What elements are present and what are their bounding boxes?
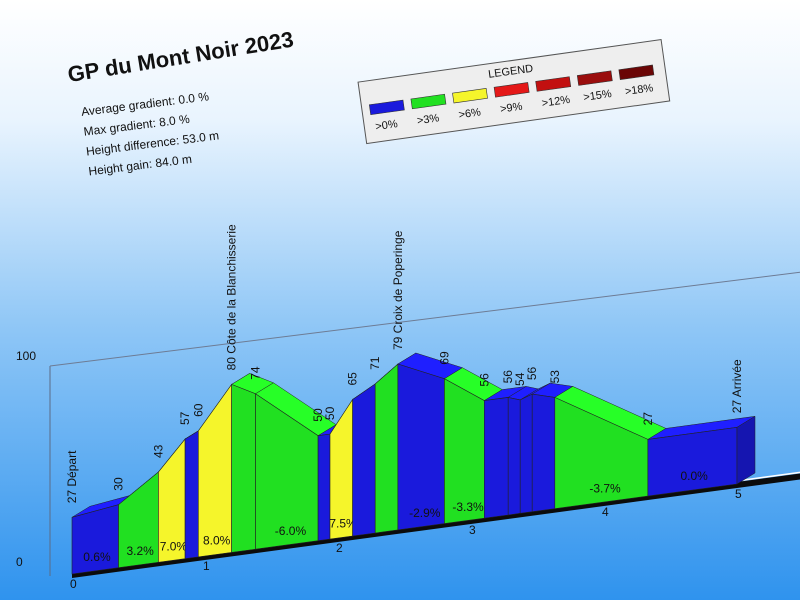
segment-gradient-label: 0.6% — [83, 550, 111, 564]
legend-label: >12% — [541, 94, 571, 110]
segment-gradient-label: 3.2% — [127, 544, 155, 558]
y-tick-label: 100 — [16, 349, 36, 363]
segment-front-face — [231, 383, 256, 553]
legend-swatch — [618, 64, 655, 80]
legend-swatch — [452, 88, 488, 104]
point-label: 71 — [368, 356, 382, 370]
segment-gradient-label: 8.0% — [203, 534, 231, 548]
point-label: 54 — [513, 372, 527, 386]
point-label: 50 — [311, 408, 325, 422]
legend-swatch — [410, 93, 447, 110]
segment-gradient-label: -2.9% — [409, 506, 441, 520]
legend-label: >3% — [416, 112, 440, 127]
x-tick-label: 1 — [203, 559, 210, 573]
segment-front-face — [519, 393, 533, 514]
legend-label: >6% — [458, 106, 482, 121]
segment-front-face — [317, 433, 331, 542]
x-tick-label: 2 — [336, 541, 343, 555]
segment-front-face — [531, 393, 556, 513]
point-label: 80 Côte de la Blanchisserie — [225, 224, 239, 370]
point-label: 74 — [249, 366, 263, 380]
point-label: 27 — [641, 412, 655, 426]
segment-end-cap — [736, 415, 756, 485]
segment-front-face — [184, 430, 199, 560]
segment-gradient-label: -3.7% — [589, 481, 621, 495]
legend-label: >0% — [375, 118, 399, 133]
segment-gradient-label: 7.0% — [160, 540, 188, 554]
legend-swatch — [368, 99, 405, 116]
x-tick-label: 0 — [70, 577, 77, 591]
point-label: 69 — [437, 351, 451, 365]
legend-swatch — [493, 82, 530, 98]
point-label: 65 — [346, 372, 360, 386]
segment-front-face — [483, 397, 509, 519]
legend-label: >9% — [499, 101, 523, 116]
legend: LEGEND>0% >3% >6% >9% >12% >15% >18% — [357, 38, 671, 145]
segment-front-face — [374, 363, 399, 534]
legend-label: >18% — [624, 82, 654, 98]
point-label: 27 Départ — [65, 450, 79, 503]
point-label: 27 Arrivée — [730, 359, 744, 413]
y-tick-label: 0 — [16, 555, 23, 569]
x-tick-label: 4 — [602, 505, 609, 519]
legend-label: >15% — [583, 88, 613, 104]
point-label: 43 — [151, 444, 165, 458]
point-label: 79 Croix de Poperinge — [391, 230, 405, 350]
point-label: 50 — [323, 406, 337, 420]
point-label: 30 — [112, 477, 126, 491]
reference-line-top — [49, 271, 800, 367]
segment-gradient-label: -3.3% — [452, 500, 484, 514]
legend-swatch — [576, 70, 613, 86]
point-label: 53 — [548, 370, 562, 384]
legend-swatch — [535, 76, 572, 92]
point-label: 57 — [178, 411, 192, 425]
segment-front-face — [647, 426, 738, 497]
segment-gradient-label: -6.0% — [275, 524, 307, 538]
point-label: 60 — [191, 403, 205, 417]
point-label: 56 — [501, 370, 515, 384]
segment-front-face — [507, 397, 521, 516]
segment-front-face — [352, 383, 376, 537]
point-label: 56 — [525, 366, 539, 380]
point-label: 56 — [477, 373, 491, 387]
segment-gradient-label: 0.0% — [680, 469, 708, 483]
x-tick-label: 3 — [469, 523, 476, 537]
segment-gradient-label: 7.5% — [329, 517, 357, 531]
x-tick-label: 5 — [735, 487, 742, 501]
